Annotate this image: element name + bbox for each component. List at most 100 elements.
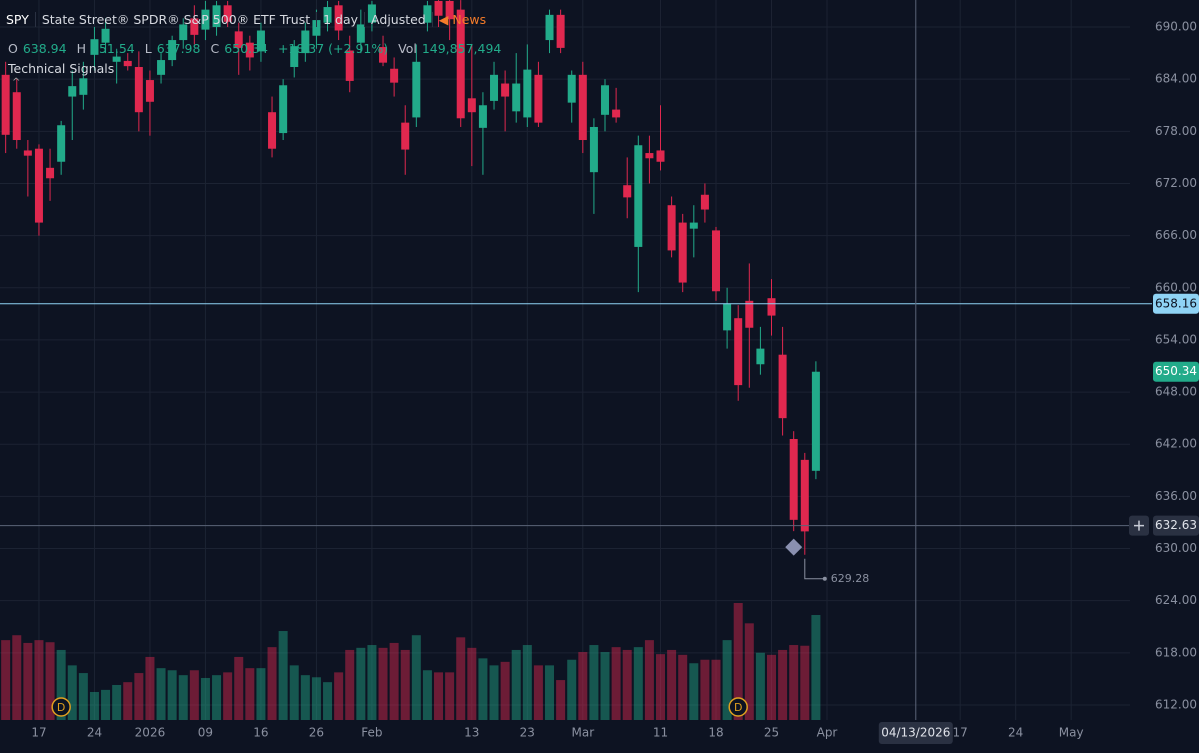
y-tick-label: 660.00 xyxy=(1155,280,1197,294)
y-tick-label: 666.00 xyxy=(1155,228,1197,242)
candle-body xyxy=(712,230,721,292)
y-tick-label: 636.00 xyxy=(1155,489,1197,503)
adjustment[interactable]: Adjusted xyxy=(365,11,433,27)
h-label: H xyxy=(76,40,86,56)
last-price-tag xyxy=(1153,361,1199,382)
signals[interactable]: Technical Signals xyxy=(8,60,115,76)
volume-bar xyxy=(556,680,566,720)
x-tick-label: Apr xyxy=(817,726,838,740)
volume-bar xyxy=(245,668,255,720)
low-leader xyxy=(804,558,825,580)
x-tick-label: 26 xyxy=(309,726,324,740)
x-tick-label: 24 xyxy=(87,726,102,740)
news-label[interactable]: News xyxy=(452,11,487,27)
low-label: 629.28 xyxy=(831,572,870,585)
candle-body xyxy=(112,56,121,62)
x-tick-label: 13 xyxy=(464,726,479,740)
symbol[interactable]: SPY xyxy=(0,11,36,27)
candle-body xyxy=(767,298,776,316)
candle-body xyxy=(245,42,254,58)
candle-body xyxy=(379,47,388,63)
volume-bar xyxy=(789,645,799,720)
crosshair-y-label: 632.63 xyxy=(1155,518,1197,532)
candle-body xyxy=(256,30,265,52)
candle-body xyxy=(678,222,687,283)
event-marker xyxy=(51,697,71,717)
y-tick-label: 654.00 xyxy=(1155,332,1197,346)
volume-bar xyxy=(500,661,510,720)
y-tick-label: 618.00 xyxy=(1155,645,1197,659)
ohlc-row: O 638.94 H 651.54 L 637.98 C 650.34 +18.37 (… xyxy=(0,37,511,59)
volume-bar xyxy=(755,652,765,720)
volume-bar xyxy=(134,673,144,720)
event-label: D xyxy=(734,701,742,714)
candle-body xyxy=(312,20,321,36)
volume-bar xyxy=(356,647,366,720)
candle-body xyxy=(645,153,654,159)
volume-bar xyxy=(123,682,133,720)
x-tick-label: 23 xyxy=(520,726,535,740)
collapse[interactable]: ^ xyxy=(12,77,21,88)
l-label: L xyxy=(144,40,152,56)
volume-bar xyxy=(434,672,444,720)
candle-body xyxy=(157,60,166,75)
volume-bar xyxy=(234,656,244,720)
candle-body xyxy=(1,74,10,135)
candle-body xyxy=(467,98,476,113)
volume-bar xyxy=(711,659,721,720)
candle-body xyxy=(79,78,88,95)
volume-bar xyxy=(411,635,421,720)
candle-body xyxy=(756,348,765,365)
candle-body xyxy=(545,14,554,41)
low-dot xyxy=(822,576,827,581)
candle-body xyxy=(612,109,621,118)
x-tick-label: 17 xyxy=(31,726,46,740)
candle-body xyxy=(578,74,587,141)
volume-bar xyxy=(45,642,55,720)
candle-body xyxy=(723,303,732,331)
candle-body xyxy=(201,9,210,30)
y-tick-label: 678.00 xyxy=(1155,124,1197,138)
volume-bar xyxy=(223,672,233,720)
candle-body xyxy=(12,92,21,141)
volume-bar xyxy=(101,689,111,720)
candle-body xyxy=(279,85,288,134)
volume-bar xyxy=(722,640,732,720)
candle-body xyxy=(234,31,243,48)
volume-bar xyxy=(678,654,688,720)
y-tick-label: 612.00 xyxy=(1155,697,1197,711)
volume-bar xyxy=(12,635,22,720)
volume-bar xyxy=(89,691,99,720)
x-tick-label: Mar xyxy=(571,726,594,740)
candle-body xyxy=(800,459,809,532)
news[interactable]: ◀︎ News xyxy=(438,11,487,27)
header: SPY State Street® SPDR® S&P 500® ETF Tru… xyxy=(0,8,511,88)
volume-bar xyxy=(456,637,466,720)
volume-bar xyxy=(689,663,699,720)
candle-body xyxy=(700,194,709,210)
volume-bar xyxy=(511,649,521,720)
candle-body xyxy=(490,74,499,101)
volume-bar xyxy=(289,665,299,720)
volume-bar xyxy=(656,654,666,720)
volume-bar xyxy=(378,647,388,720)
candle-body xyxy=(190,18,199,35)
title-row: SPY State Street® SPDR® S&P 500® ETF Tru… xyxy=(0,8,511,30)
candle-body xyxy=(401,122,410,150)
candle-body xyxy=(134,67,143,113)
l-value: 637.98 xyxy=(156,40,201,56)
candle-body xyxy=(534,74,543,123)
y-tick-label: 648.00 xyxy=(1155,385,1197,399)
x-tick-label: May xyxy=(1059,726,1084,740)
candle-body xyxy=(689,222,698,229)
volume-bar xyxy=(112,684,122,720)
y-tick-label: 630.00 xyxy=(1155,541,1197,555)
interval[interactable]: 1 day xyxy=(317,11,366,27)
candle-body xyxy=(456,9,465,119)
volume-bar xyxy=(78,673,88,720)
candle-body xyxy=(512,83,521,112)
candle-body xyxy=(523,69,532,118)
candle-body xyxy=(811,371,820,471)
